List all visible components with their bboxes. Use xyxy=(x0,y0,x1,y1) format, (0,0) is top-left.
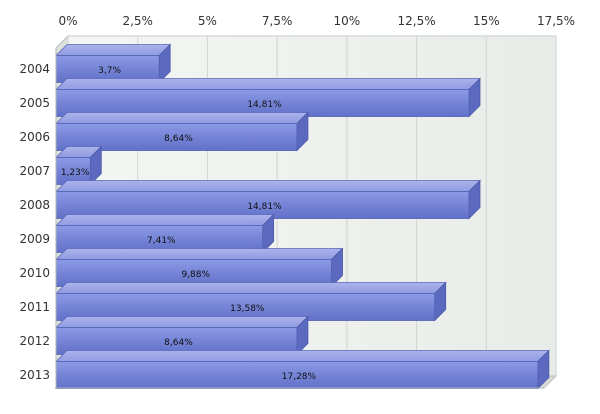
bar-top-face xyxy=(55,316,309,328)
x-tick-label: 7,5% xyxy=(262,14,293,28)
x-gridline-floor xyxy=(543,375,557,389)
y-category-label: 2008 xyxy=(19,198,50,212)
y-category-label: 2007 xyxy=(19,164,50,178)
bar-group: 13,58% xyxy=(55,281,447,322)
bar-data-label: 9,88% xyxy=(181,270,210,280)
y-category-label: 2006 xyxy=(19,130,50,144)
y-category-label: 2011 xyxy=(19,300,50,314)
y-category-label: 2010 xyxy=(19,266,50,280)
bar-group: 9,88% xyxy=(55,247,344,288)
bar-data-label: 8,64% xyxy=(164,338,193,348)
bar xyxy=(55,361,539,389)
y-category-label: 2009 xyxy=(19,232,50,246)
y-category-label: 2004 xyxy=(19,62,50,76)
y-category-label: 2013 xyxy=(19,368,50,382)
x-tick-label: 5% xyxy=(198,14,217,28)
bar-top-face xyxy=(55,44,172,56)
bar xyxy=(55,123,298,151)
bar-top-face xyxy=(55,282,447,294)
bar-data-label: 13,58% xyxy=(230,304,265,314)
bar-data-label: 7,41% xyxy=(147,236,176,246)
bar-data-label: 14,81% xyxy=(247,202,282,212)
bar xyxy=(55,327,298,355)
bar-data-label: 8,64% xyxy=(164,134,193,144)
bar-group: 14,81% xyxy=(55,179,481,220)
bar-data-label: 17,28% xyxy=(282,372,317,382)
x-tick-label: 17,5% xyxy=(537,14,575,28)
x-tick-label: 15% xyxy=(473,14,500,28)
x-tick-label: 0% xyxy=(58,14,77,28)
bar-top-face xyxy=(55,78,481,90)
x-tick-label: 10% xyxy=(334,14,361,28)
bar xyxy=(55,259,332,287)
bar-data-label: 3,7% xyxy=(98,66,121,76)
bar-group: 3,7% xyxy=(55,43,172,84)
bar-group: 1,23% xyxy=(55,145,103,186)
bar-group: 14,81% xyxy=(55,77,481,118)
bar-group: 8,64% xyxy=(55,315,309,356)
bar-data-label: 1,23% xyxy=(61,168,90,178)
bar-data-label: 14,81% xyxy=(247,100,282,110)
bar-top-face xyxy=(55,180,481,192)
bar xyxy=(55,89,470,117)
bar-top-face xyxy=(55,248,344,260)
bar-top-face xyxy=(55,214,275,226)
bar-group: 17,28% xyxy=(55,349,550,390)
x-tick-label: 2,5% xyxy=(122,14,153,28)
bar xyxy=(55,55,160,83)
bar-top-face xyxy=(55,112,309,124)
x-tick-label: 12,5% xyxy=(398,14,436,28)
bar-group: 7,41% xyxy=(55,213,275,254)
bar-group: 8,64% xyxy=(55,111,309,152)
bar-top-face xyxy=(55,350,550,362)
y-category-label: 2012 xyxy=(19,334,50,348)
bar xyxy=(55,191,470,219)
y-category-label: 2005 xyxy=(19,96,50,110)
